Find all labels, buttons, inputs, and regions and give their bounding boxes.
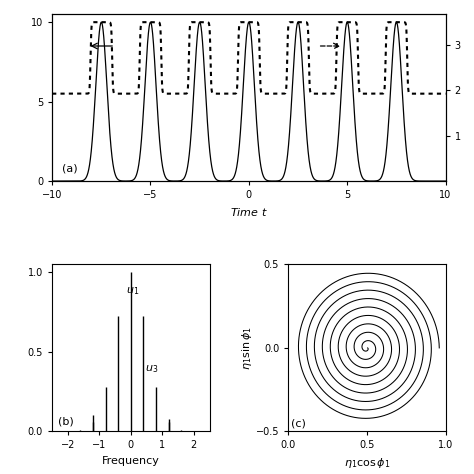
Text: $u_3$: $u_3$: [145, 363, 158, 375]
Text: (a): (a): [62, 164, 78, 173]
Text: $u_1$: $u_1$: [126, 285, 139, 297]
Y-axis label: $\eta_1 \sin \phi_1$: $\eta_1 \sin \phi_1$: [240, 326, 254, 370]
X-axis label: Frequency: Frequency: [102, 456, 160, 466]
Text: (c): (c): [292, 419, 306, 428]
Text: (b): (b): [58, 417, 74, 427]
X-axis label: Time $t$: Time $t$: [230, 206, 268, 218]
X-axis label: $\eta_1 \cos \phi_1$: $\eta_1 \cos \phi_1$: [344, 456, 390, 470]
